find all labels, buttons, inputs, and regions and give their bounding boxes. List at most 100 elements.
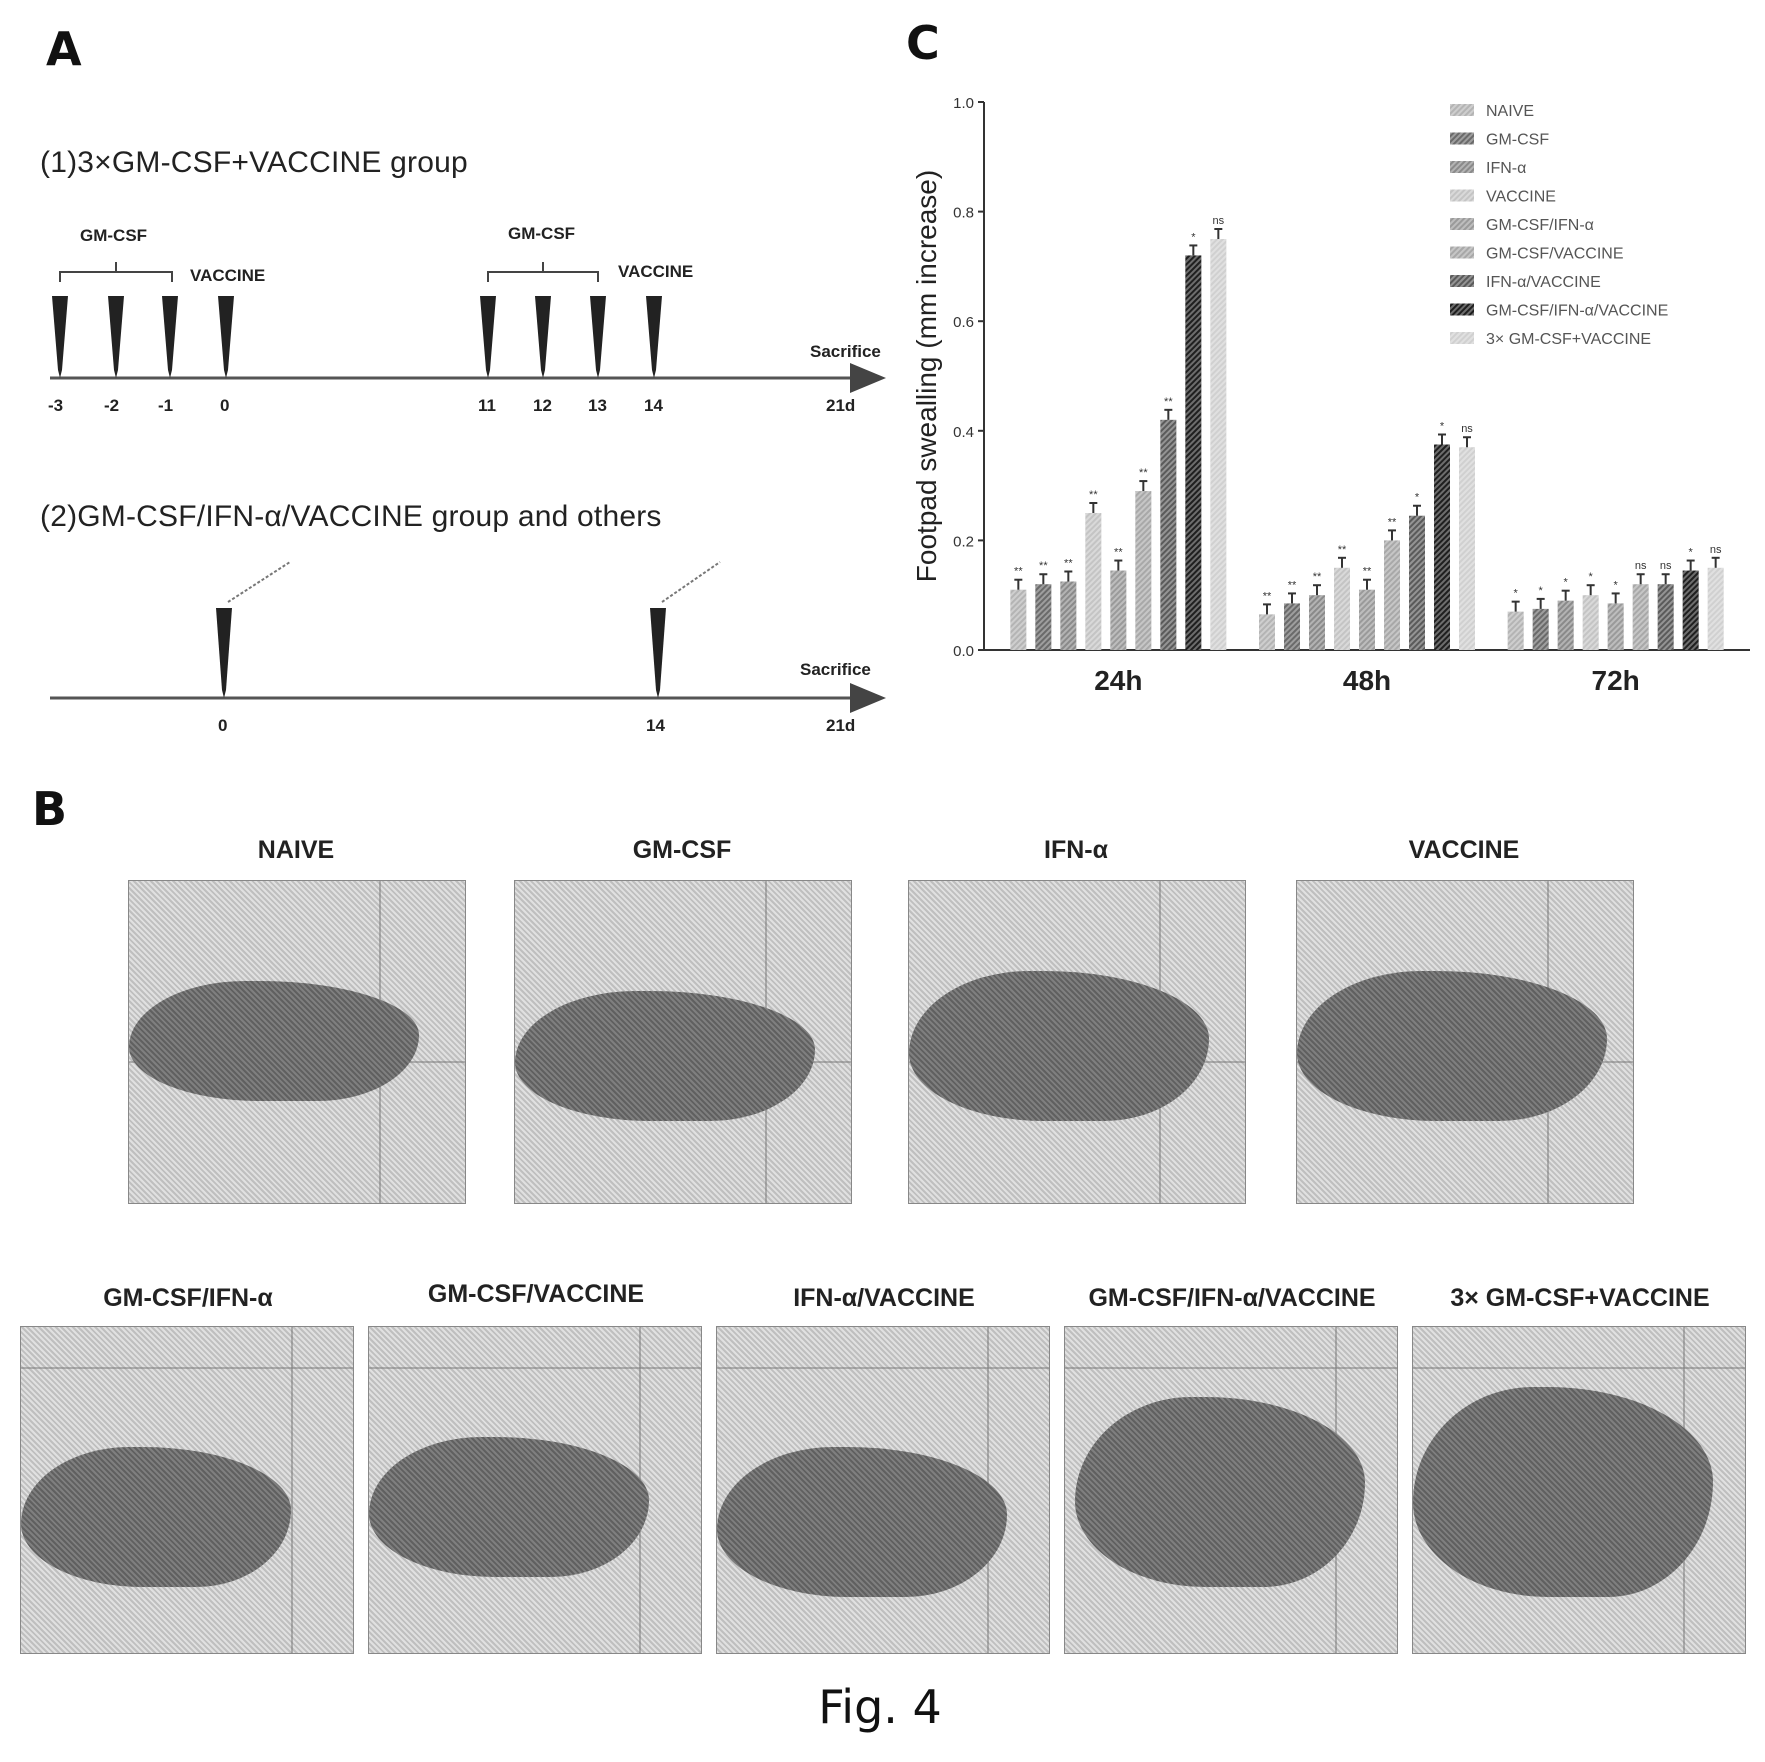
significance-label: ns — [1710, 544, 1722, 556]
photo-label-ifn: IFN-α — [1044, 836, 1108, 864]
gm-csf-label-1: GM-CSF — [80, 226, 148, 245]
bar-hatch — [1409, 515, 1425, 650]
gm-bracket-1 — [59, 271, 173, 282]
bar-hatch — [1582, 595, 1599, 650]
y-tick-label: 0.2 — [953, 533, 974, 550]
tick-label: -1 — [158, 396, 174, 415]
footpad-photo — [368, 1326, 702, 1654]
panel-label-c: C — [906, 16, 940, 70]
footpad-photo — [716, 1326, 1050, 1654]
y-tick-label: 0.6 — [953, 314, 974, 331]
significance-label: * — [1440, 421, 1445, 433]
significance-label: * — [1514, 588, 1519, 600]
significance-label: ns — [1461, 423, 1473, 435]
injection-markers-2 — [216, 608, 666, 698]
significance-label: ** — [1064, 558, 1073, 570]
x-category-label: 48h — [1343, 665, 1391, 696]
legend-label: GM-CSF/IFN-α — [1486, 217, 1594, 234]
y-tick-label: 0.4 — [953, 424, 974, 441]
photo-label-gm-csf: GM-CSF — [632, 836, 732, 864]
bar-hatch — [1035, 584, 1052, 650]
y-tick-label: 0.0 — [953, 643, 974, 660]
sacrifice-label-1: Sacrifice — [810, 342, 881, 361]
tick-label: -3 — [48, 396, 64, 415]
tick-label: 11 — [478, 396, 496, 415]
footpad-photo — [908, 880, 1246, 1204]
significance-label: ** — [1388, 516, 1397, 528]
bar-hatch — [1532, 608, 1549, 650]
bar-hatch — [1657, 584, 1674, 650]
legend-swatch-hatch — [1450, 303, 1474, 316]
bar-hatch — [1682, 570, 1699, 650]
bar-hatch — [1384, 540, 1400, 650]
legend-swatch-hatch — [1450, 189, 1474, 202]
legend-swatch-hatch — [1450, 275, 1474, 287]
photo-label-gm-csf-vaccine: GM-CSF/VACCINE — [427, 1280, 645, 1308]
bar-hatch — [1334, 567, 1350, 650]
tick-label: 14 — [644, 396, 663, 415]
tick-label: 14 — [646, 716, 665, 735]
bar-hatch — [1135, 491, 1152, 650]
footpad-photo — [1064, 1326, 1398, 1654]
footpad-photo — [1412, 1326, 1746, 1654]
bar-hatch — [1210, 239, 1227, 650]
bar-hatch — [1632, 584, 1649, 650]
legend-label: GM-CSF/VACCINE — [1486, 246, 1623, 263]
significance-label: ** — [1039, 560, 1048, 572]
tick-label: 12 — [533, 396, 552, 415]
timeline-2-title: (2)GM-CSF/IFN-α/VACCINE group and others — [40, 500, 662, 533]
bar-hatch — [1284, 603, 1300, 650]
bar-hatch — [1707, 567, 1724, 650]
tick-label: 21d — [826, 716, 856, 735]
footpad-photo — [128, 880, 466, 1204]
tick-label: -2 — [104, 396, 120, 415]
tick-label: 13 — [588, 396, 607, 415]
significance-label: * — [1539, 585, 1544, 597]
significance-label: ** — [1164, 396, 1173, 408]
y-tick-label: 1.0 — [953, 95, 974, 112]
bar-hatch — [1010, 589, 1027, 650]
gm-csf-label-2: GM-CSF — [508, 224, 576, 243]
gm-bracket-2 — [487, 271, 599, 282]
footpad-photo — [20, 1326, 354, 1654]
bar-hatch — [1309, 595, 1325, 650]
bar-hatch — [1557, 600, 1574, 650]
legend-swatch-hatch — [1450, 332, 1474, 344]
figure-caption: Fig. 4 — [818, 1680, 942, 1734]
vaccine-label-2: VACCINE — [618, 262, 694, 281]
legend-label: IFN-α — [1486, 160, 1526, 177]
vaccine-label-1: VACCINE — [190, 266, 266, 285]
legend-label: VACCINE — [1486, 189, 1556, 206]
bar-hatch — [1085, 513, 1102, 650]
footpad-swelling-chart: 0.0 0.2 0.4 0.6 0.8 1.0 Footpad swealling (mm … — [911, 95, 1750, 696]
significance-label: ns — [1213, 215, 1225, 227]
significance-label: ns — [1660, 560, 1672, 572]
significance-label: ** — [1014, 566, 1023, 578]
significance-label: * — [1415, 492, 1420, 504]
legend-swatch-hatch — [1450, 218, 1474, 230]
significance-label: * — [1564, 577, 1569, 589]
injection-markers-1 — [52, 296, 662, 378]
bar-hatch — [1160, 419, 1177, 650]
bar-hatch — [1507, 611, 1524, 650]
significance-label: ** — [1089, 489, 1098, 501]
significance-label: ** — [1263, 590, 1272, 602]
footpad-photo — [514, 880, 852, 1204]
panel-label-a: A — [46, 22, 82, 76]
bar-hatch — [1110, 570, 1127, 650]
legend-label: GM-CSF — [1486, 132, 1549, 149]
significance-label: ** — [1139, 467, 1148, 479]
legend-swatch-hatch — [1450, 104, 1474, 116]
photo-label-gm-csf-ifn-vaccine: GM-CSF/IFN-α/VACCINE — [1088, 1284, 1376, 1312]
photo-label-vaccine: VACCINE — [1408, 836, 1520, 864]
tick-label: 0 — [218, 716, 228, 735]
bar-hatch — [1359, 589, 1375, 650]
significance-label: ** — [1338, 544, 1347, 556]
tick-label: 0 — [220, 396, 230, 415]
significance-label: * — [1589, 571, 1594, 583]
x-category-label: 24h — [1094, 665, 1142, 696]
panel-label-b: B — [32, 782, 68, 836]
tick-label: 21d — [826, 396, 856, 415]
bar-hatch — [1259, 614, 1275, 650]
y-tick-label: 0.8 — [953, 205, 974, 222]
